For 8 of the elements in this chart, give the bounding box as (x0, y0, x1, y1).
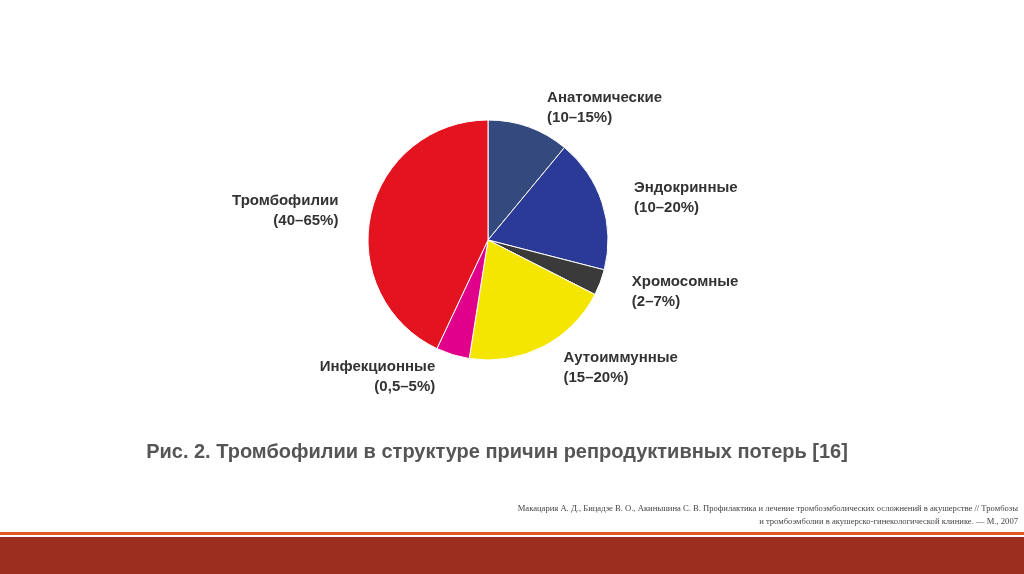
text: Рис. 2. Тромбофилии в структуре причин репродуктивных потерь [16] (146, 440, 848, 462)
slice-label: Эндокринные (10–20%) (634, 177, 738, 215)
slice-label: Инфекционные (0,5–5%) (319, 357, 436, 395)
slice-label: Хромосомные (2–7%) (631, 271, 739, 309)
slice-label: Анатомические (10–15%) (547, 87, 663, 125)
slice-label: Тромбофилии (40–65%) (232, 190, 339, 228)
text: Макацария А. Д., Бицадзе В. О., Акиньшина С. В. Профилактика и лечение тромбоэмболических осложнений в акушерстве // Тромбозы и тромбоэмболии в акушерско-гинекологической клинике. — М., 2007 (516, 502, 1018, 528)
slice-label: Аутоиммунные (15–20%) (563, 348, 678, 386)
